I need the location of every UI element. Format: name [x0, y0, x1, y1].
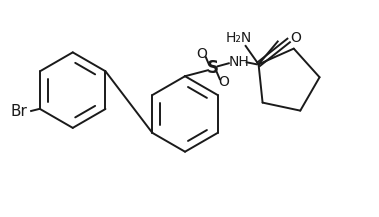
Text: NH: NH	[228, 55, 249, 69]
Text: O: O	[290, 31, 301, 46]
Text: O: O	[196, 47, 207, 61]
Text: S: S	[207, 59, 219, 77]
Text: Br: Br	[10, 104, 27, 120]
Text: H₂N: H₂N	[226, 31, 252, 45]
Text: O: O	[218, 75, 229, 89]
